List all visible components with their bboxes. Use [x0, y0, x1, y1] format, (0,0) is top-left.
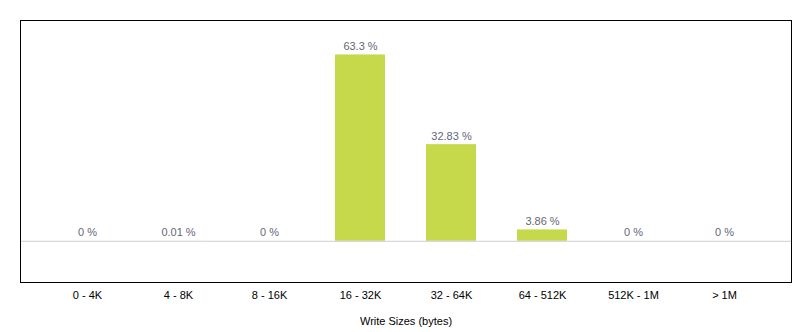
- svg-text:64 - 512K: 64 - 512K: [519, 289, 567, 301]
- svg-text:0 - 4K: 0 - 4K: [73, 289, 103, 301]
- svg-text:16 - 32K: 16 - 32K: [340, 289, 382, 301]
- svg-text:0 %: 0 %: [78, 226, 97, 238]
- svg-text:32.83 %: 32.83 %: [431, 130, 472, 142]
- svg-text:> 1M: > 1M: [712, 289, 737, 301]
- svg-text:Write Sizes (bytes): Write Sizes (bytes): [360, 315, 452, 327]
- svg-text:8 - 16K: 8 - 16K: [252, 289, 288, 301]
- svg-text:512K - 1M: 512K - 1M: [608, 289, 659, 301]
- svg-text:0 %: 0 %: [260, 226, 279, 238]
- svg-text:0 %: 0 %: [624, 226, 643, 238]
- svg-text:0 %: 0 %: [715, 226, 734, 238]
- svg-text:3.86 %: 3.86 %: [525, 215, 559, 227]
- svg-text:4 - 8K: 4 - 8K: [164, 289, 194, 301]
- svg-text:32 - 64K: 32 - 64K: [431, 289, 473, 301]
- svg-text:63.3 %: 63.3 %: [343, 40, 377, 52]
- svg-text:0.01 %: 0.01 %: [161, 226, 195, 238]
